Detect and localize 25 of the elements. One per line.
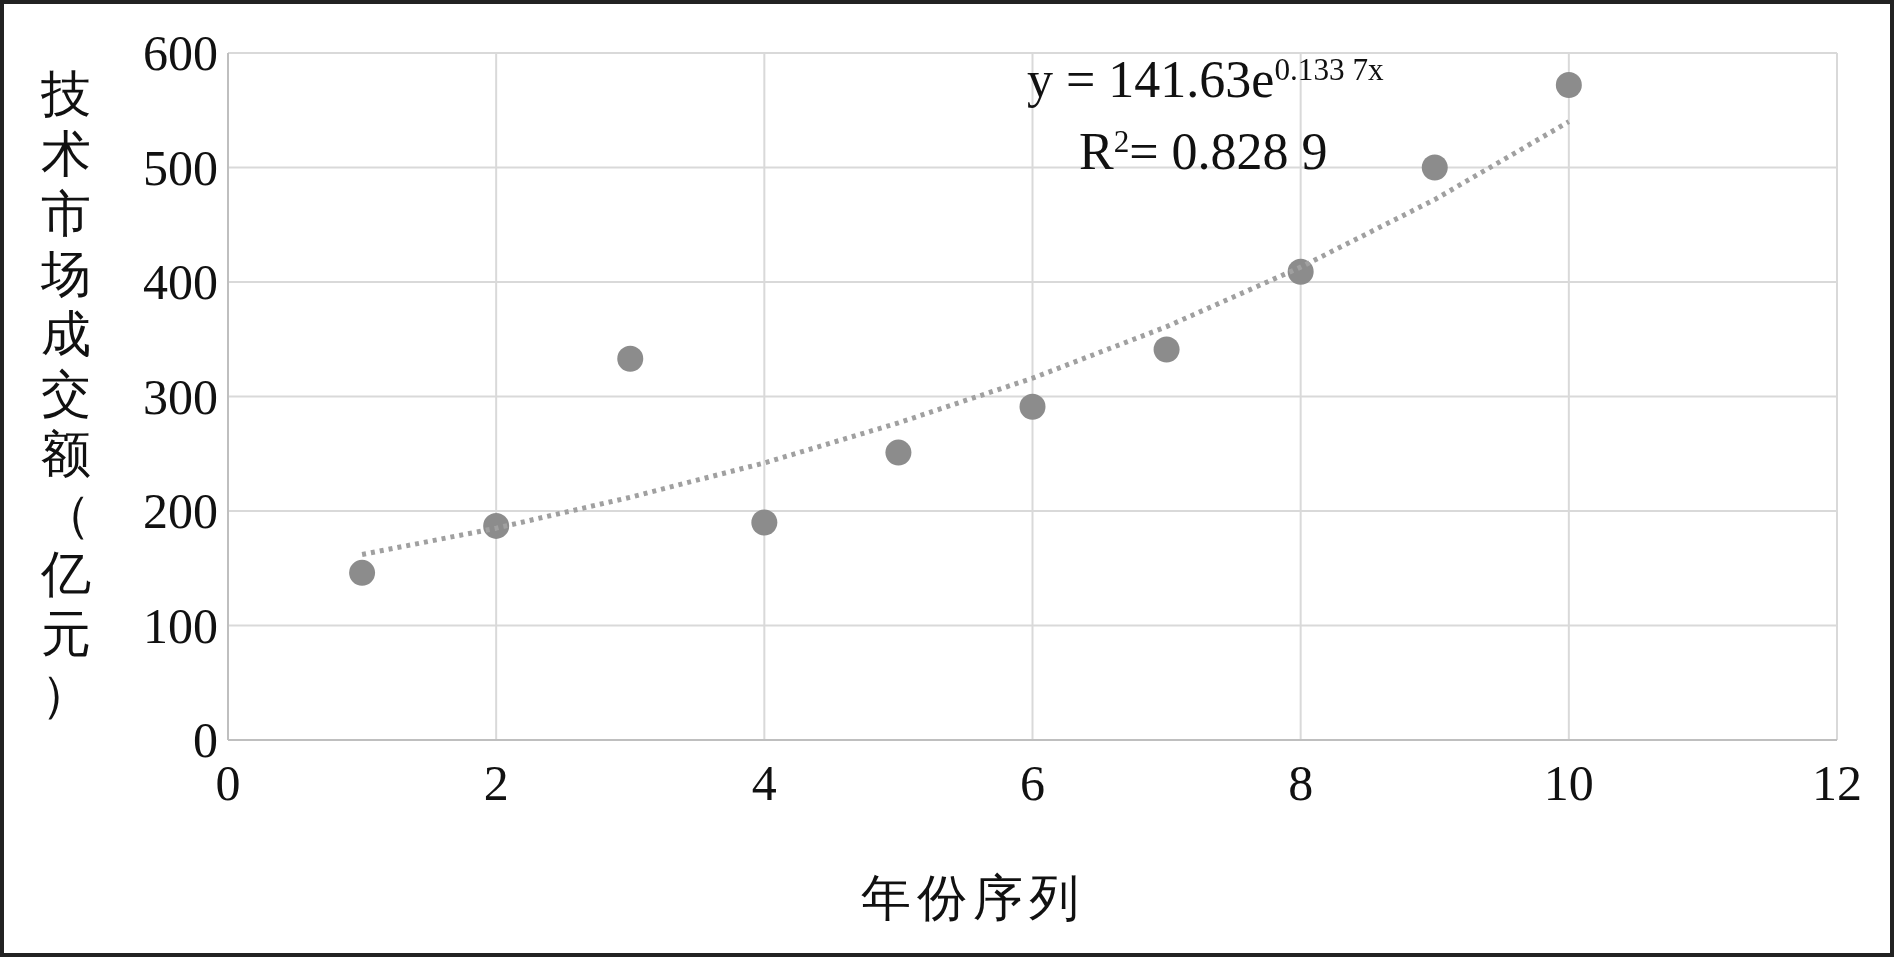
point [1421,154,1448,181]
y-tick-label: 300 [143,368,218,425]
point [751,509,778,536]
point [1019,393,1046,420]
y-tick-label: 100 [143,597,218,654]
y-tick-label: 400 [143,254,218,310]
x-tick-label: 2 [483,755,509,811]
x-tick-label: 6 [1020,755,1045,811]
x-tick-label: 8 [1288,755,1314,811]
y-tick-label: 0 [193,712,218,768]
x-tick-label: 10 [1543,755,1594,811]
point [1555,72,1582,99]
point [349,559,376,586]
y-tick-label: 500 [143,139,218,196]
text: 技术市场成交额（亿元） [41,66,91,722]
point [885,439,912,466]
annotation: y = 141.63e$^{0.133 7x}$ [1027,51,1384,108]
y-tick-label: 600 [143,25,218,81]
x-tick-label: 4 [751,755,777,811]
annotation: R$^{2}$= 0.828 9 [1079,123,1328,180]
x-tick-label: 12 [1812,755,1862,811]
y-tick-label: 200 [143,483,218,539]
point [1153,336,1180,363]
x-axis-title: 年份序列 [860,870,1085,926]
point [617,345,644,372]
